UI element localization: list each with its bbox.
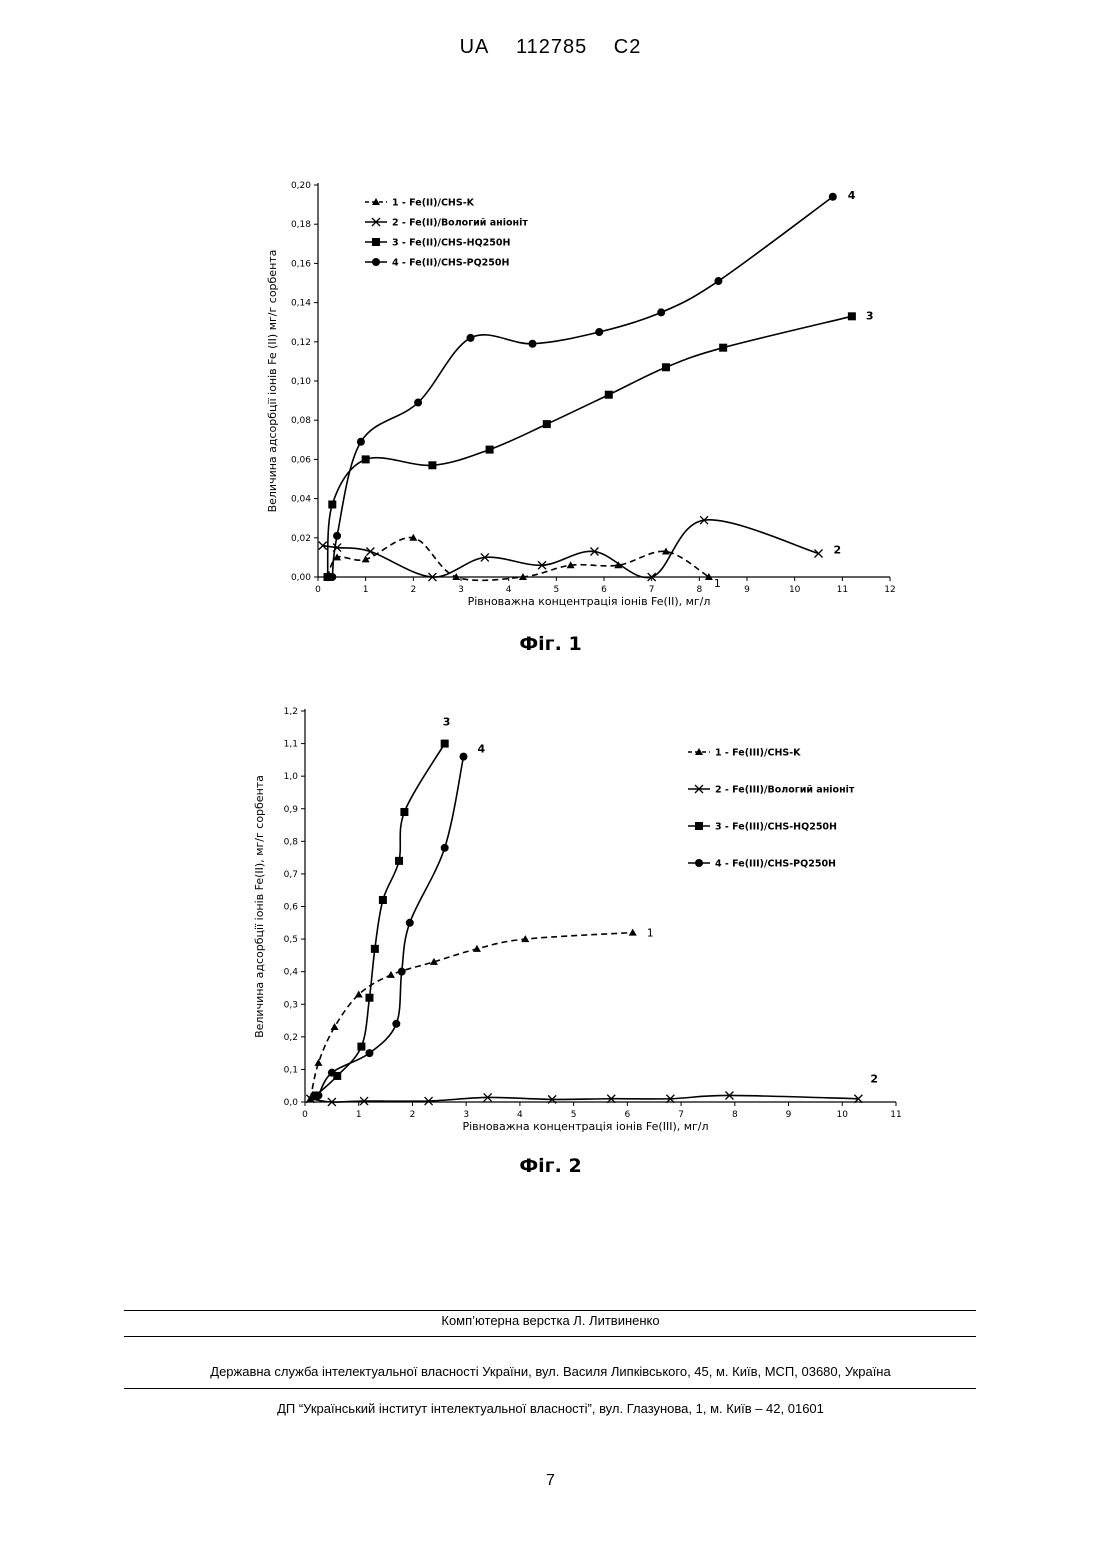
y-tick-label: 0,3: [284, 1000, 298, 1010]
series-label-4: 4: [477, 743, 485, 756]
legend-entry-4: 4 - Fe(III)/CHS-PQ250H: [715, 859, 836, 870]
y-tick-label: 0,9: [284, 805, 299, 815]
data-point-circle-marker: [459, 753, 467, 761]
data-point-circle-marker: [328, 1069, 336, 1077]
y-tick-label: 0,8: [284, 837, 299, 847]
y-tick-label: 0,6: [284, 903, 299, 913]
x-tick-label: 9: [786, 1110, 792, 1120]
x-tick-label: 5: [571, 1110, 577, 1120]
series-line-4: [318, 757, 463, 1096]
footer-rule-bottom: [124, 1388, 976, 1389]
footer-rule-middle: [124, 1336, 976, 1337]
data-point-triangle-marker: [387, 971, 395, 978]
page-number: 7: [0, 1472, 1101, 1490]
y-tick-label: 0,1: [284, 1065, 298, 1075]
series-label-2: 2: [870, 1073, 878, 1086]
data-point-square-marker: [379, 896, 387, 904]
data-point-circle-marker: [392, 1020, 400, 1028]
data-point-triangle-marker: [521, 935, 529, 942]
y-tick-label: 1,2: [284, 707, 298, 717]
y-tick-label: 1,1: [284, 740, 298, 750]
x-tick-label: 6: [624, 1110, 630, 1120]
layout-credit: Комп’ютерна верстка Л. Литвиненко: [0, 1313, 1101, 1328]
legend-circle-marker: [695, 859, 703, 867]
y-tick-label: 1,0: [284, 772, 299, 782]
legend-entry-2: 2 - Fe(III)/Вологий аніоніт: [715, 785, 855, 796]
figure-2-chart: 0,0 0,1 0,2 0,3 0,4 0,5 0,6 0,7 0,8 0,9 1,0 1,1 1,2 0…: [0, 0, 1101, 1160]
legend-entry-3: 3 - Fe(III)/CHS-HQ250H: [715, 822, 837, 833]
footer-rule-top: [124, 1310, 976, 1311]
x-tick-label: 11: [890, 1110, 901, 1120]
x-tick-label: 8: [732, 1110, 738, 1120]
data-point-square-marker: [357, 1043, 365, 1051]
series-label-3: 3: [443, 716, 451, 729]
data-point-triangle-marker: [629, 929, 637, 936]
x-tick-label: 2: [410, 1110, 416, 1120]
data-point-circle-marker: [365, 1049, 373, 1057]
data-point-square-marker: [395, 857, 403, 865]
figure-2-caption: Фіг. 2: [0, 1155, 1101, 1177]
x-tick-label: 7: [678, 1110, 684, 1120]
x-tick-label: 1: [356, 1110, 362, 1120]
y-tick-label: 0,7: [284, 870, 298, 880]
office-address: Державна служба інтелектуальної власност…: [0, 1364, 1101, 1379]
series-line-2: [310, 1095, 858, 1102]
data-point-square-marker: [371, 945, 379, 953]
data-point-triangle-marker: [331, 1023, 339, 1030]
y-tick-label: 0,5: [284, 935, 298, 945]
data-point-circle-marker: [398, 968, 406, 976]
legend-entry-1: 1 - Fe(III)/CHS-K: [715, 748, 801, 759]
series-line-3: [316, 744, 445, 1096]
data-point-square-marker: [365, 994, 373, 1002]
x-axis-label: Рівноважна концентрація іонів Fe(III), м…: [462, 1120, 708, 1133]
x-tick-label: 0: [302, 1110, 308, 1120]
series-line-1: [310, 933, 632, 1099]
x-tick-label: 4: [517, 1110, 523, 1120]
data-point-circle-marker: [441, 844, 449, 852]
data-point-triangle-marker: [314, 1059, 322, 1066]
x-tick-label: 3: [463, 1110, 469, 1120]
data-point-triangle-marker: [473, 945, 481, 952]
data-point-square-marker: [441, 740, 449, 748]
y-tick-label: 0,4: [284, 968, 299, 978]
data-point-square-marker: [400, 808, 408, 816]
y-tick-label: 0,2: [284, 1033, 298, 1043]
y-tick-label: 0,0: [284, 1098, 299, 1108]
y-axis-label: Величина адсорбції іонів Fe(II), мг/г со…: [253, 775, 266, 1038]
data-point-circle-marker: [314, 1091, 322, 1099]
legend-square-marker: [695, 822, 703, 830]
institute-address: ДП “Український інститут інтелектуальної…: [0, 1401, 1101, 1416]
x-tick-label: 10: [837, 1110, 849, 1120]
series-label-1: 1: [647, 927, 654, 940]
data-point-circle-marker: [406, 919, 414, 927]
